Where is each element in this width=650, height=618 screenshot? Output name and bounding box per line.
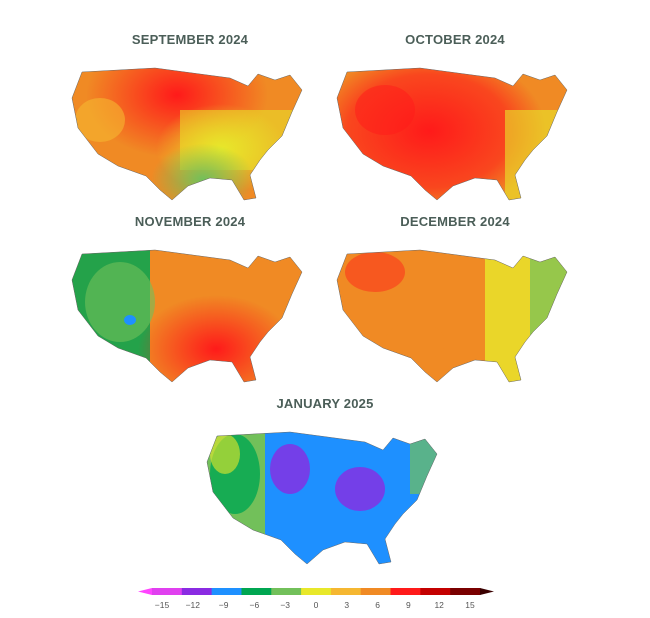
panel-title: SEPTEMBER 2024 (131, 32, 249, 47)
colorbar-tick-label: −3 (280, 600, 291, 610)
panel-title: JANUARY 2025 (276, 396, 374, 411)
panel-title: NOVEMBER 2024 (134, 214, 246, 229)
colorbar-tick-label: −9 (218, 600, 229, 610)
us-anomaly-map (206, 431, 438, 565)
colorbar-tick-label: 12 (434, 600, 444, 610)
colorbar-arrow-high (480, 588, 494, 595)
colorbar-tick-label: 9 (406, 600, 411, 610)
panel-october-2024: OCTOBER 2024 (325, 28, 585, 218)
us-anomaly-map (71, 249, 303, 383)
colorbar-tick-label: 3 (344, 600, 350, 610)
us-anomaly-map (336, 67, 568, 201)
colorbar-tick-label: 15 (465, 600, 475, 610)
colorbar-tick-label: 6 (375, 600, 380, 610)
panel-december-2024: DECEMBER 2024 (325, 210, 585, 400)
colorbar-tick-label: −15 (154, 600, 170, 610)
panel-title: OCTOBER 2024 (405, 32, 505, 47)
us-anomaly-map (71, 67, 303, 201)
us-anomaly-map (336, 249, 568, 383)
colorbar-tick-label: 0 (313, 600, 319, 610)
colorbar-arrow-low (138, 588, 152, 595)
panel-november-2024: NOVEMBER 2024 (60, 210, 320, 400)
colorbar-segment (152, 588, 183, 595)
panel-january-2025: JANUARY 2025 (195, 392, 455, 582)
panel-title: DECEMBER 2024 (400, 214, 510, 229)
colorbar-tick-label: −12 (185, 600, 201, 610)
panel-september-2024: SEPTEMBER 2024 (60, 28, 320, 218)
colorbar-tick-label: −6 (249, 600, 260, 610)
